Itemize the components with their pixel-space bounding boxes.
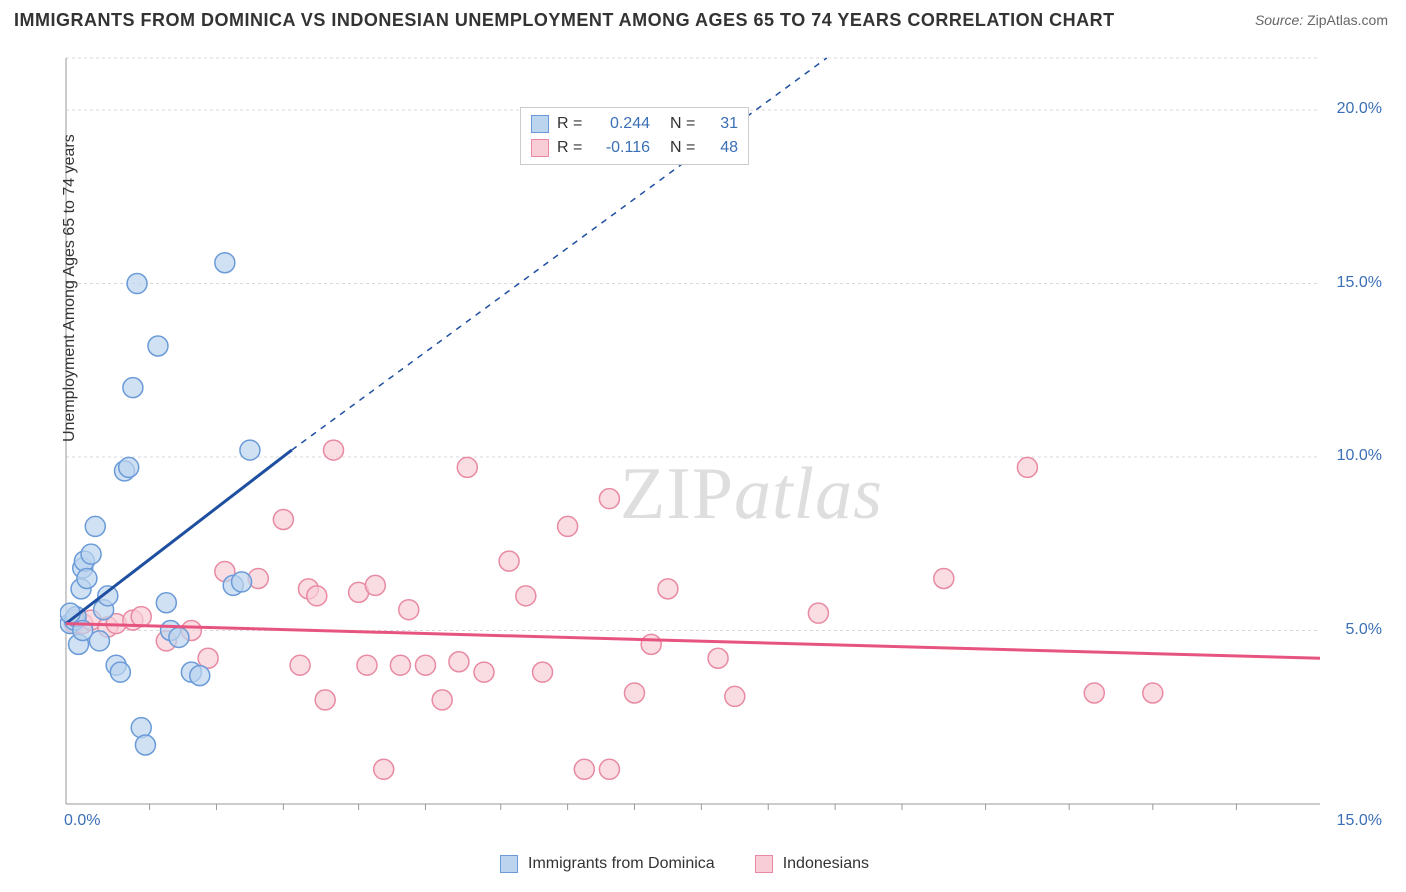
- r-label: R =: [557, 139, 587, 157]
- axis-tick-label: 0.0%: [64, 812, 100, 830]
- axis-tick-label: 20.0%: [1337, 100, 1382, 118]
- source-label: Source:: [1255, 12, 1303, 28]
- series-name: Indonesians: [783, 855, 869, 873]
- axis-tick-label: 15.0%: [1337, 274, 1382, 292]
- series-legend: Immigrants from Dominica Indonesians: [500, 855, 869, 873]
- n-label: N =: [670, 139, 700, 157]
- r-value: 0.244: [595, 115, 650, 133]
- source-attribution: Source: ZipAtlas.com: [1255, 12, 1388, 28]
- source-value: ZipAtlas.com: [1307, 12, 1388, 28]
- series-name: Immigrants from Dominica: [528, 855, 715, 873]
- legend-swatch: [531, 115, 549, 133]
- plot-area: Unemployment Among Ages 65 to 74 years Z…: [60, 52, 1390, 832]
- legend-swatch: [500, 855, 518, 873]
- corr-legend-row: R = 0.244 N = 31: [531, 112, 738, 136]
- n-value: 31: [708, 115, 738, 133]
- axis-tick-label: 15.0%: [1337, 812, 1382, 830]
- correlation-legend: R = 0.244 N = 31 R = -0.116 N = 48: [520, 107, 749, 165]
- corr-legend-row: R = -0.116 N = 48: [531, 136, 738, 160]
- legend-swatch: [531, 139, 549, 157]
- series-legend-item: Indonesians: [755, 855, 869, 873]
- n-value: 48: [708, 139, 738, 157]
- series-legend-item: Immigrants from Dominica: [500, 855, 715, 873]
- r-value: -0.116: [595, 139, 650, 157]
- axis-tick-label: 5.0%: [1346, 621, 1382, 639]
- y-axis-label: Unemployment Among Ages 65 to 74 years: [61, 134, 79, 442]
- n-label: N =: [670, 115, 700, 133]
- r-label: R =: [557, 115, 587, 133]
- legend-swatch: [755, 855, 773, 873]
- axis-tick-label: 10.0%: [1337, 447, 1382, 465]
- chart-svg: [60, 52, 1390, 832]
- chart-title: IMMIGRANTS FROM DOMINICA VS INDONESIAN U…: [14, 10, 1115, 31]
